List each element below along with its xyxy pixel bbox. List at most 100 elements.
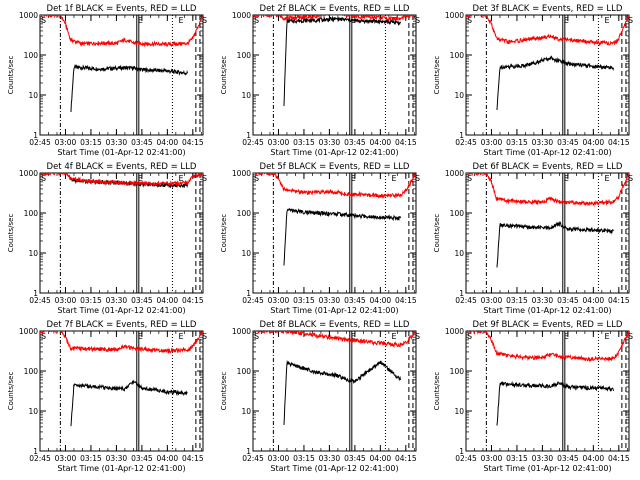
x-tick-label: 04:00 [370, 454, 392, 463]
y-axis-label: Counts/sec [220, 56, 228, 95]
segment-marker-label: S [415, 16, 420, 25]
x-tick-label: 04:15 [395, 296, 417, 305]
plot-frame [39, 172, 204, 294]
x-tick-label: 03:15 [506, 138, 528, 147]
x-tick-label: 02:45 [29, 138, 51, 147]
lld-series-line [466, 173, 629, 208]
panel-title: Det 4f BLACK = Events, RED = LLD [47, 162, 197, 172]
panel-title: Det 6f BLACK = Events, RED = LLD [473, 162, 623, 172]
x-axis-label: Start Time (01-Apr-12 02:41:00) [57, 464, 185, 473]
x-tick-label: 03:15 [293, 138, 315, 147]
y-axis-label: Counts/sec [433, 372, 441, 411]
segment-marker-label: E [351, 332, 356, 341]
panel-title: Det 5f BLACK = Events, RED = LLD [260, 162, 410, 172]
y-axis-label: Counts/sec [220, 372, 228, 411]
x-tick-label: 03:30 [319, 296, 341, 305]
y-tick-label: 1 [246, 289, 251, 298]
segment-marker-label: S [41, 16, 46, 25]
x-axis-label: Start Time (01-Apr-12 02:41:00) [270, 148, 398, 157]
segment-marker-label: S [202, 16, 207, 25]
segment-marker-label: E [392, 174, 397, 183]
y-tick-label: 1 [33, 289, 38, 298]
segment-marker-label: S [467, 16, 472, 25]
y-tick-label: 100 [24, 51, 39, 60]
y-tick-label: 1000 [445, 327, 464, 336]
x-tick-label: 02:45 [29, 296, 51, 305]
x-tick-label: 02:45 [455, 454, 477, 463]
y-tick-label: 100 [450, 209, 465, 218]
y-tick-label: 100 [237, 209, 252, 218]
segment-marker-label: S [41, 332, 46, 341]
y-axis-label: Counts/sec [7, 214, 15, 253]
panel-title: Det 7f BLACK = Events, RED = LLD [47, 320, 197, 330]
panel-title: Det 3f BLACK = Events, RED = LLD [473, 4, 623, 14]
panel-det-4: Det 4f BLACK = Events, RED = LLD 1 10 100 10… [7, 162, 207, 315]
x-axis-label: Start Time (01-Apr-12 02:41:00) [57, 306, 185, 315]
lld-series-line [466, 331, 629, 363]
x-tick-label: 03:30 [319, 138, 341, 147]
events-series-line [70, 379, 188, 427]
segment-marker-label: E [351, 174, 356, 183]
x-tick-label: 03:45 [557, 138, 579, 147]
x-tick-label: 02:45 [242, 138, 264, 147]
events-series-line [70, 63, 188, 113]
lld-series-line [466, 15, 629, 47]
x-tick-label: 03:30 [106, 454, 128, 463]
y-tick-label: 1000 [232, 169, 251, 178]
x-tick-label: 03:45 [344, 296, 366, 305]
y-tick-label: 100 [237, 367, 252, 376]
x-tick-label: 04:00 [157, 138, 179, 147]
events-series-line [283, 359, 402, 425]
x-tick-label: 03:00 [481, 454, 503, 463]
x-tick-label: 04:00 [157, 296, 179, 305]
x-tick-label: 03:45 [557, 296, 579, 305]
lld-series-line [253, 331, 416, 349]
events-series-line [283, 15, 401, 106]
segment-marker-label: E [564, 332, 569, 341]
x-tick-label: 03:45 [131, 454, 153, 463]
segment-marker-label: E [564, 16, 569, 25]
panel-det-3: Det 3f BLACK = Events, RED = LLD 1 10 100 10… [433, 4, 633, 157]
x-tick-label: 04:00 [583, 138, 605, 147]
segment-marker-label: E [179, 174, 184, 183]
y-tick-label: 100 [24, 367, 39, 376]
y-tick-label: 100 [237, 51, 252, 60]
y-tick-label: 1000 [19, 327, 38, 336]
x-tick-label: 03:15 [293, 296, 315, 305]
x-tick-label: 03:45 [131, 296, 153, 305]
y-axis-label: Counts/sec [433, 214, 441, 253]
x-tick-label: 04:00 [583, 454, 605, 463]
lld-series-line [253, 173, 416, 199]
segment-marker-label: E [392, 16, 397, 25]
x-tick-label: 03:00 [268, 138, 290, 147]
y-axis-label: Counts/sec [433, 56, 441, 95]
panel-title: Det 2f BLACK = Events, RED = LLD [260, 4, 410, 14]
x-tick-label: 03:45 [557, 454, 579, 463]
x-axis-label: Start Time (01-Apr-12 02:41:00) [483, 306, 611, 315]
panel-det-7: Det 7f BLACK = Events, RED = LLD 1 10 100 10… [7, 320, 207, 473]
y-tick-label: 1000 [232, 11, 251, 20]
x-axis-label: Start Time (01-Apr-12 02:41:00) [483, 148, 611, 157]
panel-det-9: Det 9f BLACK = Events, RED = LLD 1 10 100 10… [433, 320, 633, 473]
x-tick-label: 04:15 [608, 296, 630, 305]
y-tick-label: 10 [28, 249, 38, 258]
x-tick-label: 04:00 [370, 296, 392, 305]
segment-marker-label: S [467, 174, 472, 183]
x-tick-label: 04:15 [182, 296, 204, 305]
x-tick-label: 03:00 [268, 454, 290, 463]
plot-frame [39, 330, 204, 452]
x-tick-label: 03:15 [506, 296, 528, 305]
y-tick-label: 10 [454, 249, 464, 258]
y-axis-label: Counts/sec [7, 56, 15, 95]
x-axis-label: Start Time (01-Apr-12 02:41:00) [270, 464, 398, 473]
panel-det-5: Det 5f BLACK = Events, RED = LLD 1 10 100 10… [220, 162, 420, 315]
plot-frame [252, 172, 417, 294]
segment-marker-label: S [628, 174, 633, 183]
panel-det-1: Det 1f BLACK = Events, RED = LLD 1 10 100 10… [7, 4, 207, 157]
segment-marker-label: S [628, 16, 633, 25]
panel-det-8: Det 8f BLACK = Events, RED = LLD 1 10 100 10… [220, 320, 420, 473]
x-tick-label: 03:00 [481, 296, 503, 305]
y-tick-label: 10 [28, 407, 38, 416]
x-tick-label: 03:15 [80, 138, 102, 147]
